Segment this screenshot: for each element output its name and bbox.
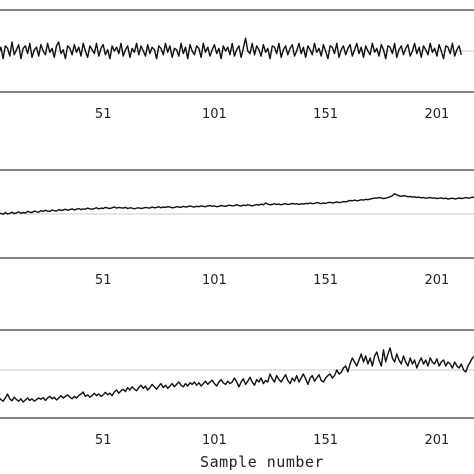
plot-frame [0, 169, 474, 259]
x-tick-label: 51 [95, 433, 112, 448]
x-tick-label: 151 [313, 273, 338, 288]
x-tick-label: 101 [202, 107, 227, 122]
series-line [0, 193, 474, 216]
x-tick-label: 151 [313, 433, 338, 448]
panel-2: 51 101 151 201 [0, 169, 474, 288]
x-tick-label: 201 [424, 107, 449, 122]
x-tick-label: 201 [424, 273, 449, 288]
plot-frame [0, 9, 474, 93]
x-tick-label: 51 [95, 107, 112, 122]
x-tick-label: 101 [202, 273, 227, 288]
x-axis-label: Sample number [200, 453, 324, 471]
x-tick-label: 101 [202, 433, 227, 448]
plot-frame [0, 329, 474, 419]
x-tick-label: 201 [424, 433, 449, 448]
series-line [0, 347, 474, 403]
panel-3: 51 101 151 201 [0, 329, 474, 448]
x-tick-label: 151 [313, 107, 338, 122]
series-line [0, 37, 462, 60]
panel-1: 51 101 151 201 [0, 9, 474, 122]
x-tick-label: 51 [95, 273, 112, 288]
